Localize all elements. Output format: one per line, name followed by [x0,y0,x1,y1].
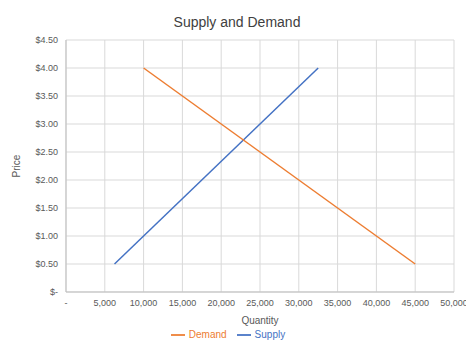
svg-text:Price: Price [11,154,22,177]
html-text:Supply: Supply [254,328,286,340]
svg-text:45,000: 45,000 [401,298,429,308]
svg-text:10,000: 10,000 [130,298,158,308]
svg-text:20,000: 20,000 [207,298,235,308]
svg-text:$-: $- [50,287,58,297]
svg-text:Quantity: Quantity [241,315,278,326]
svg-text:40,000: 40,000 [363,298,391,308]
svg-text:35,000: 35,000 [324,298,352,308]
svg-text:-: - [65,298,68,308]
svg-text:$3.50: $3.50 [35,91,58,101]
svg-text:30,000: 30,000 [285,298,313,308]
svg-text:$1.50: $1.50 [35,203,58,213]
svg-text:$3.00: $3.00 [35,119,58,129]
svg-text:50,000: 50,000 [440,298,466,308]
svg-text:15,000: 15,000 [169,298,197,308]
svg-text:$4.00: $4.00 [35,63,58,73]
svg-text:25,000: 25,000 [246,298,274,308]
svg-text:$1.00: $1.00 [35,231,58,241]
svg-text:$0.50: $0.50 [35,259,58,269]
svg-text:$2.50: $2.50 [35,147,58,157]
svg-text:$4.50: $4.50 [35,36,58,45]
svg-text:$2.00: $2.00 [35,175,58,185]
svg-text:5,000: 5,000 [94,298,117,308]
html-text:Demand: Demand [188,328,227,340]
html-text:Supply and Demand: Supply and Demand [173,14,301,30]
